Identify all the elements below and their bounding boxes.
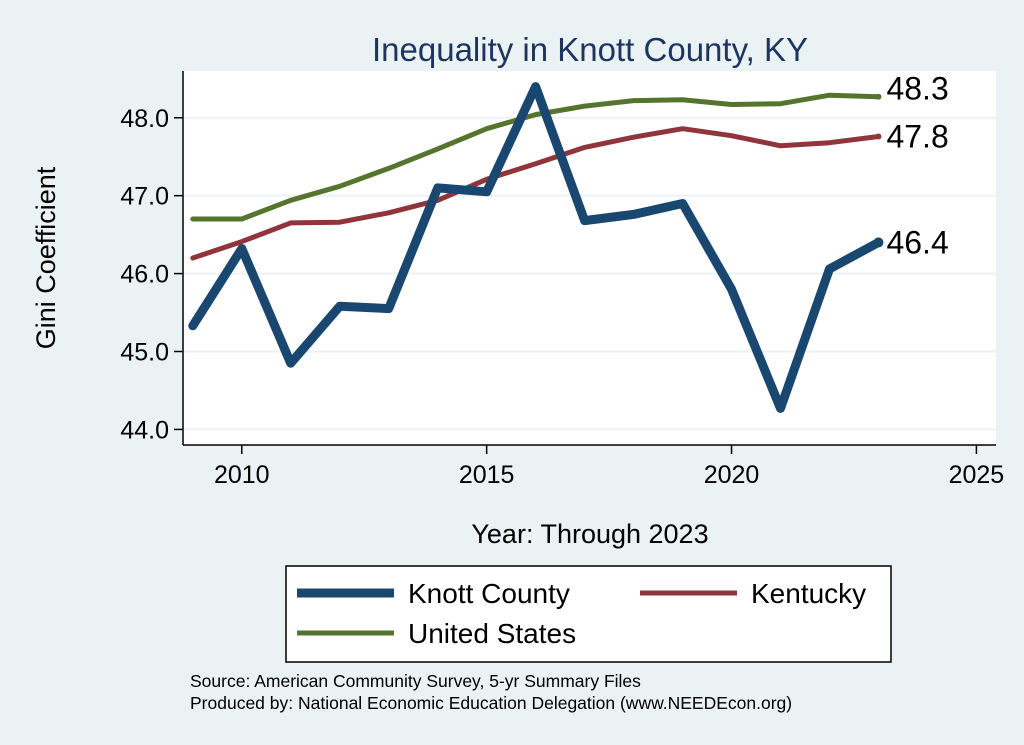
x-axis-label: Year: Through 2023 — [471, 519, 708, 549]
legend-label-kentucky: Kentucky — [751, 578, 866, 609]
y-tick-label: 45.0 — [120, 339, 169, 367]
x-tick-label: 2025 — [949, 461, 1005, 489]
produced-by-note: Produced by: National Economic Education… — [190, 693, 792, 713]
end-value-label-united-states: 48.3 — [886, 71, 948, 107]
x-tick-label: 2020 — [704, 461, 760, 489]
legend-label-united-states: United States — [408, 618, 576, 649]
y-ticks: 44.0 45.0 46.0 47.0 48.0 — [120, 105, 183, 444]
y-axis-label: Gini Coefficient — [31, 166, 61, 349]
legend: Knott County Kentucky United States — [285, 565, 892, 663]
y-tick-label: 44.0 — [120, 416, 169, 444]
series-end-marker — [875, 133, 882, 140]
gridlines — [183, 116, 996, 431]
series-line-kentucky — [190, 126, 881, 261]
end-value-label-kentucky: 47.8 — [886, 118, 948, 154]
plot-area — [183, 71, 996, 445]
source-note: Source: American Community Survey, 5-yr … — [190, 671, 641, 691]
series-end-marker — [873, 237, 884, 248]
x-tick-label: 2015 — [459, 461, 515, 489]
series-line-united-states — [190, 92, 881, 222]
series-layer — [188, 82, 884, 413]
legend-label-knott-county: Knott County — [408, 578, 570, 609]
series-line-knott-county — [188, 82, 883, 413]
y-tick-label: 48.0 — [120, 105, 169, 133]
x-tick-label: 2010 — [214, 461, 270, 489]
y-tick-label: 47.0 — [120, 183, 169, 211]
end-value-label-knott-county: 46.4 — [886, 224, 948, 260]
legend-box — [285, 565, 892, 663]
chart-title: Inequality in Knott County, KY — [372, 31, 808, 68]
x-ticks: 2010 2015 2020 2025 — [214, 445, 1004, 489]
y-tick-label: 46.0 — [120, 261, 169, 289]
end-labels: 46.4 47.8 48.3 — [886, 71, 948, 261]
series-end-marker — [875, 93, 882, 100]
